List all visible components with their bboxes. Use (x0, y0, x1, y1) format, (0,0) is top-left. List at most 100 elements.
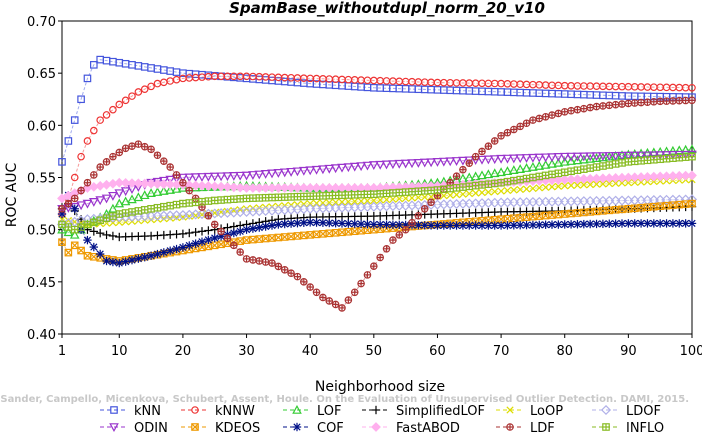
data-point-loop (573, 181, 582, 189)
data-point-lof (114, 198, 125, 208)
data-point-simplifiedlof (95, 228, 105, 238)
data-point-ldf (338, 304, 346, 312)
data-point-inflo (370, 190, 378, 198)
data-point-cof (178, 243, 188, 252)
data-point-inflo (134, 207, 143, 215)
legend-marker-simplifiedlof (371, 405, 381, 415)
data-point-odin (458, 156, 468, 166)
data-point-simplifiedlof (191, 227, 200, 237)
data-point-cof (293, 218, 302, 228)
data-point-cof (242, 225, 251, 234)
data-point-inflo (249, 194, 257, 202)
y-axis-label: ROC AUC (4, 162, 20, 227)
data-point-inflo (90, 218, 98, 227)
data-point-loop (618, 179, 626, 187)
legend-marker-inflo (602, 423, 610, 431)
data-point-ldf (605, 101, 614, 110)
y-tick-label: 0.55 (27, 172, 56, 187)
data-point-fastabod (254, 183, 265, 193)
data-point-cof (261, 222, 270, 231)
data-point-lof (585, 153, 595, 163)
data-point-lof (540, 159, 551, 169)
data-point-inflo (554, 169, 563, 178)
data-point-loop (580, 181, 588, 189)
data-point-ldf (395, 231, 404, 239)
data-point-ldf (630, 99, 639, 107)
data-point-cof (356, 219, 366, 229)
x-tick-label: 30 (238, 344, 255, 359)
x-tick-label: 20 (175, 344, 192, 359)
data-point-ldf (656, 97, 664, 106)
y-tick-label: 0.70 (27, 15, 56, 30)
data-point-odin (337, 163, 347, 173)
data-point-loop (497, 187, 505, 195)
data-point-lof (674, 145, 685, 155)
data-point-loop (306, 199, 314, 208)
data-point-ldf (688, 96, 696, 105)
data-point-odin (273, 169, 284, 178)
data-point-fastabod (311, 183, 322, 193)
data-point-inflo (280, 193, 289, 201)
series-knn (58, 55, 696, 166)
data-point-fastabod (298, 183, 309, 193)
data-point-ldf (319, 293, 327, 302)
data-point-inflo (293, 192, 302, 201)
data-point-inflo (147, 205, 155, 213)
data-point-inflo (401, 188, 410, 196)
legend-item-simplifiedlof: SimplifiedLOF (362, 404, 485, 419)
data-point-loop (542, 183, 550, 192)
data-point-lof (623, 149, 634, 159)
data-point-odin (534, 153, 545, 163)
data-point-fastabod (260, 183, 271, 193)
data-point-cof (108, 257, 118, 267)
data-point-loop (478, 189, 486, 197)
x-tick-label: 1 (58, 344, 66, 359)
data-point-ldf (160, 157, 168, 165)
legend-marker-ldf (506, 423, 514, 431)
y-tick-label: 0.50 (27, 224, 56, 239)
data-point-loop (363, 197, 372, 205)
data-point-cof (140, 253, 149, 262)
series-layer (56, 55, 698, 312)
data-point-odin (419, 158, 430, 168)
data-point-cof (388, 220, 398, 229)
series-line-knnw (61, 75, 693, 215)
data-point-odin (572, 152, 583, 162)
data-point-ldf (166, 163, 174, 171)
data-point-odin (343, 163, 354, 173)
data-point-ldf (618, 100, 626, 108)
data-point-loop (338, 198, 346, 206)
data-point-knnw (77, 152, 85, 161)
data-point-loop (389, 195, 397, 203)
data-point-lof (591, 153, 602, 162)
data-point-inflo (70, 225, 79, 234)
data-point-ldf (382, 244, 391, 253)
data-point-odin (553, 153, 564, 162)
data-point-ldf (567, 106, 575, 115)
data-point-odin (426, 158, 436, 168)
data-point-loop (370, 196, 378, 205)
data-point-ldf (58, 205, 66, 213)
data-point-fastabod (165, 179, 176, 190)
data-point-loop (459, 190, 467, 198)
data-point-inflo (242, 194, 251, 203)
data-point-odin (381, 160, 392, 170)
data-point-ldf (459, 165, 467, 174)
legend-label: KDEOS (215, 421, 260, 434)
data-point-odin (299, 166, 309, 176)
data-point-kdeos (338, 228, 346, 237)
data-point-ldf (280, 266, 289, 274)
data-point-ldf (306, 283, 314, 291)
data-point-odin (629, 151, 640, 161)
data-point-cof (165, 246, 175, 255)
data-point-inflo (274, 193, 283, 202)
data-point-fastabod (127, 178, 137, 189)
legend-label: COF (317, 421, 344, 434)
data-point-odin (369, 161, 379, 171)
data-point-ldf (535, 114, 544, 123)
data-point-inflo (198, 197, 206, 206)
data-point-odin (477, 155, 487, 165)
data-point-knnw (121, 96, 130, 105)
data-point-ldf (662, 97, 671, 105)
data-point-cof (159, 248, 169, 257)
